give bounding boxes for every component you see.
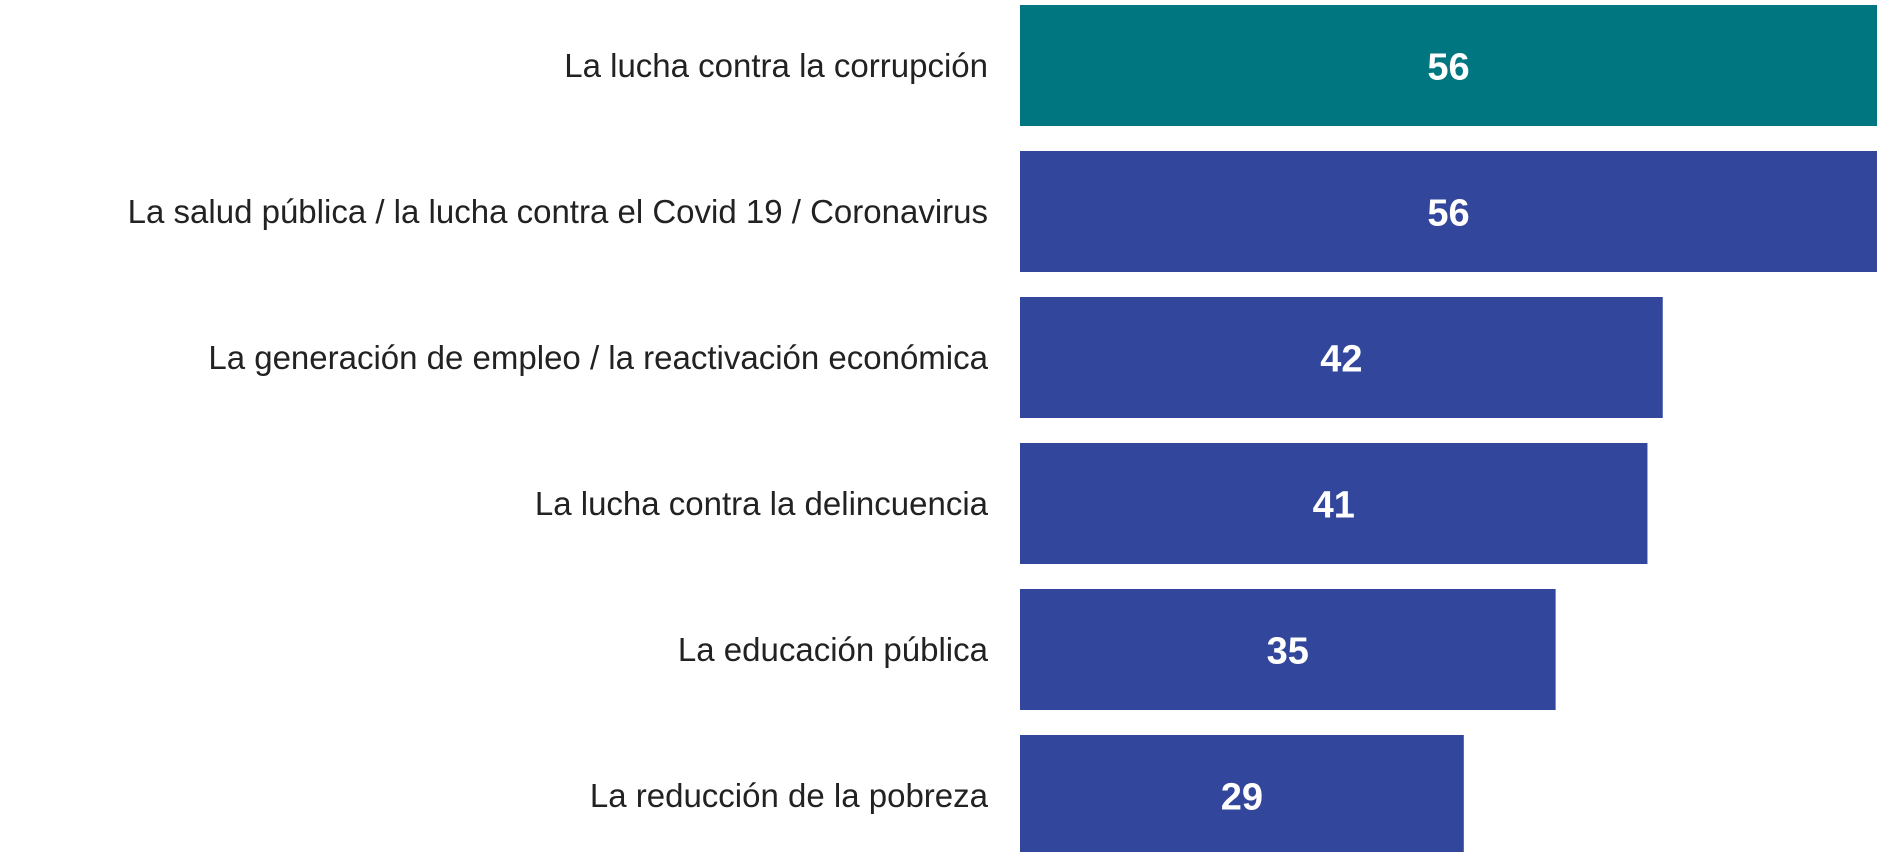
value-label: 29 [1221,777,1263,819]
value-label: 56 [1427,193,1469,235]
category-label: La generación de empleo / la reactivació… [208,339,988,376]
category-label: La educación pública [678,631,989,668]
bar [1020,735,1464,852]
bar [1020,443,1648,564]
category-label: La lucha contra la corrupción [564,47,988,84]
value-label: 56 [1427,47,1469,89]
value-label: 35 [1267,631,1309,673]
bar [1020,5,1877,126]
value-label: 41 [1313,485,1355,527]
category-label: La salud pública / la lucha contra el Co… [128,193,988,230]
bar [1020,297,1663,418]
category-label: La lucha contra la delincuencia [535,485,989,522]
bar [1020,589,1556,710]
value-label: 42 [1320,339,1362,381]
category-label: La reducción de la pobreza [590,777,989,814]
bar [1020,151,1877,272]
